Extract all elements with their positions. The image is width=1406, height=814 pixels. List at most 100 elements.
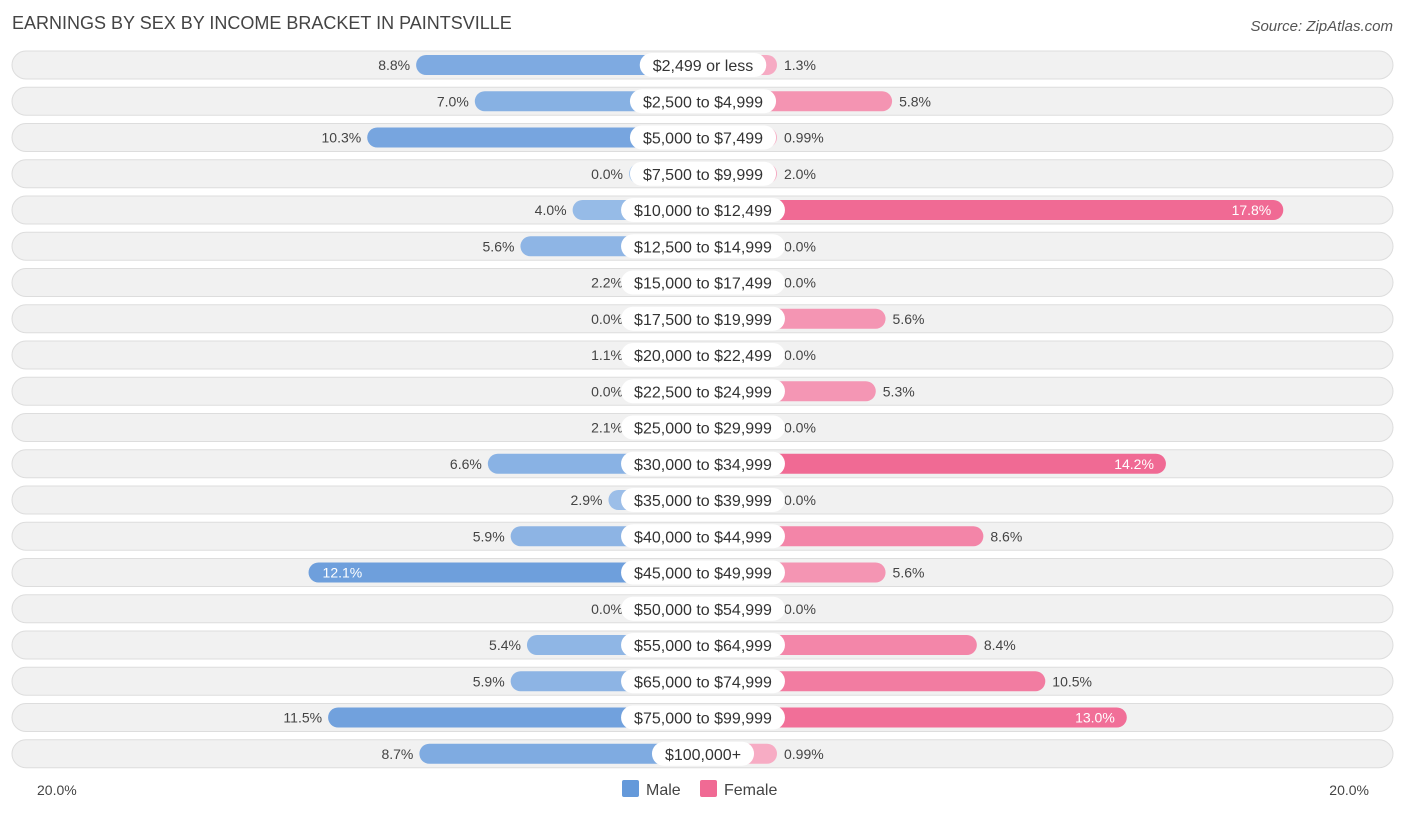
male-value-label: 5.9% — [473, 673, 505, 689]
chart-source: Source: ZipAtlas.com — [1250, 18, 1393, 35]
row-1: 7.0% 5.8% $2,500 to $4,999 — [11, 86, 1394, 116]
category-pill — [621, 306, 785, 331]
row-15: 0.0% 0.0% $50,000 to $54,999 — [11, 594, 1394, 624]
row-18: 11.5% 13.0% $75,000 to $99,999 — [11, 703, 1394, 732]
male-value-label: 5.6% — [483, 238, 515, 254]
male-value-label: 4.0% — [535, 202, 567, 218]
female-value-label: 1.3% — [784, 57, 816, 73]
male-bar — [367, 127, 703, 148]
female-value-label: 14.2% — [1114, 456, 1154, 472]
male-bar — [328, 707, 703, 728]
row-0: 8.8% 1.3% $2,499 or less — [11, 50, 1394, 80]
male-value-label: 5.4% — [489, 637, 521, 653]
category-label: $12,500 to $14,999 — [634, 239, 772, 256]
male-value-label: 0.0% — [591, 166, 623, 182]
male-value-label: 2.9% — [571, 492, 603, 508]
category-label: $100,000+ — [665, 747, 741, 764]
category-pill — [629, 89, 777, 114]
female-value-label: 0.0% — [784, 347, 816, 363]
male-value-label: 12.1% — [323, 565, 363, 581]
category-label: $55,000 to $64,999 — [634, 638, 772, 655]
category-label: $17,500 to $19,999 — [634, 312, 772, 329]
male-value-label: 7.0% — [437, 93, 469, 109]
category-pill — [621, 270, 785, 295]
row-16: 5.4% 8.4% $55,000 to $64,999 — [11, 630, 1394, 660]
female-value-label: 5.6% — [893, 311, 925, 327]
category-pill — [621, 560, 785, 585]
category-label: $65,000 to $74,999 — [634, 674, 772, 691]
category-pill — [621, 234, 785, 259]
legend: Male Female — [622, 780, 777, 799]
female-value-label: 13.0% — [1075, 710, 1115, 726]
row-12: 2.9% 0.0% $35,000 to $39,999 — [11, 485, 1394, 515]
category-label: $5,000 to $7,499 — [643, 131, 763, 148]
male-value-label: 0.0% — [591, 383, 623, 399]
female-value-label: 5.3% — [883, 383, 915, 399]
category-pill — [621, 633, 785, 657]
category-label: $15,000 to $17,499 — [634, 276, 772, 293]
category-label: $2,500 to $4,999 — [643, 94, 763, 111]
category-label: $7,500 to $9,999 — [643, 167, 763, 184]
row-3: 0.0% 2.0% $7,500 to $9,999 — [11, 159, 1394, 189]
row-10: 2.1% 0.0% $25,000 to $29,999 — [11, 413, 1394, 442]
legend-female-swatch — [700, 780, 717, 797]
female-value-label: 0.99% — [784, 130, 824, 146]
row-11: 6.6% 14.2% $30,000 to $34,999 — [11, 449, 1394, 479]
category-pill — [621, 705, 785, 730]
row-4: 4.0% 17.8% $10,000 to $12,499 — [11, 195, 1394, 225]
row-2: 10.3% 0.99% $5,000 to $7,499 — [11, 123, 1394, 152]
category-pill — [629, 125, 777, 150]
category-pill — [639, 53, 767, 77]
male-value-label: 10.3% — [322, 130, 362, 146]
category-pill — [629, 161, 777, 186]
axis-right-label: 20.0% — [1329, 782, 1369, 798]
male-value-label: 0.0% — [591, 311, 623, 327]
category-pill — [621, 415, 785, 440]
category-pill — [621, 379, 785, 404]
male-value-label: 6.6% — [450, 456, 482, 472]
female-value-label: 0.0% — [784, 275, 816, 291]
female-bar — [703, 200, 1284, 220]
female-value-label: 0.0% — [784, 492, 816, 508]
category-pill — [621, 524, 785, 549]
male-value-label: 8.7% — [381, 746, 413, 762]
row-8: 1.1% 0.0% $20,000 to $22,499 — [11, 340, 1394, 370]
category-label: $30,000 to $34,999 — [634, 457, 772, 474]
legend-male-label: Male — [646, 782, 681, 799]
male-value-label: 5.9% — [473, 528, 505, 544]
row-17: 5.9% 10.5% $65,000 to $74,999 — [11, 666, 1394, 696]
female-value-label: 2.0% — [784, 166, 816, 182]
category-pill — [621, 669, 785, 694]
category-label: $20,000 to $22,499 — [634, 348, 772, 365]
category-label: $50,000 to $54,999 — [634, 602, 772, 619]
female-value-label: 10.5% — [1052, 673, 1092, 689]
axis-left-label: 20.0% — [37, 782, 77, 798]
male-bar — [308, 562, 703, 583]
female-value-label: 17.8% — [1232, 202, 1272, 218]
male-value-label: 2.2% — [591, 275, 623, 291]
female-value-label: 0.0% — [784, 238, 816, 254]
female-value-label: 0.0% — [784, 601, 816, 617]
male-value-label: 11.5% — [283, 710, 322, 726]
category-pill — [621, 198, 785, 222]
category-label: $2,499 or less — [653, 58, 754, 75]
legend-male-swatch — [622, 780, 639, 797]
female-value-label: 8.4% — [984, 637, 1016, 653]
category-pill — [621, 488, 785, 512]
category-pill — [621, 343, 785, 367]
male-bar — [416, 55, 703, 75]
category-label: $75,000 to $99,999 — [634, 711, 772, 728]
category-label: $10,000 to $12,499 — [634, 203, 772, 220]
legend-female-label: Female — [724, 782, 777, 799]
row-5: 5.6% 0.0% $12,500 to $14,999 — [11, 231, 1394, 261]
female-value-label: 5.6% — [893, 565, 925, 581]
female-bar — [703, 707, 1127, 728]
female-value-label: 8.6% — [990, 528, 1022, 544]
chart-rows: 8.8% 1.3% $2,499 or less 7.0% 5.8% $2,500 to … — [11, 50, 1394, 769]
female-bar — [703, 671, 1046, 692]
chart-title: EARNINGS BY SEX BY INCOME BRACKET IN PAI… — [12, 13, 512, 33]
row-14: 12.1% 5.6% $45,000 to $49,999 — [11, 558, 1394, 587]
category-label: $25,000 to $29,999 — [634, 421, 772, 438]
row-7: 0.0% 5.6% $17,500 to $19,999 — [11, 304, 1394, 334]
row-19: 8.7% 0.99% $100,000+ — [11, 739, 1394, 769]
